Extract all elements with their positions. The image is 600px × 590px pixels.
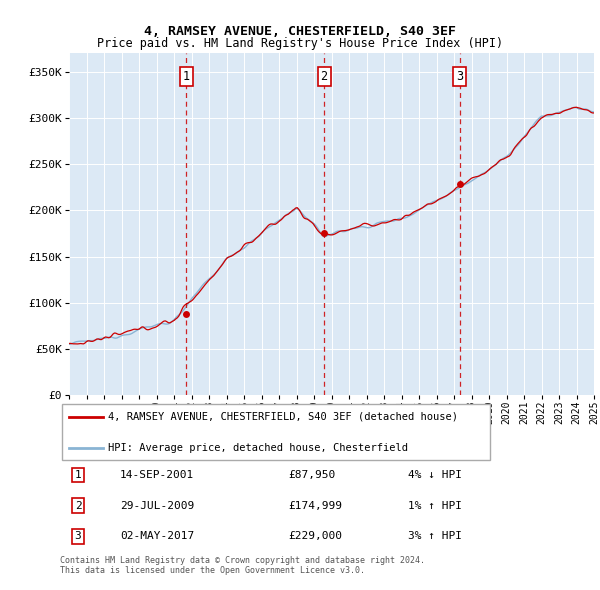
Text: Price paid vs. HM Land Registry's House Price Index (HPI): Price paid vs. HM Land Registry's House … [97,37,503,50]
Text: 4, RAMSEY AVENUE, CHESTERFIELD, S40 3EF: 4, RAMSEY AVENUE, CHESTERFIELD, S40 3EF [144,25,456,38]
Text: 3: 3 [456,70,463,83]
Text: 1% ↑ HPI: 1% ↑ HPI [408,501,462,510]
Text: 3: 3 [74,532,82,541]
Text: £174,999: £174,999 [288,501,342,510]
Text: 1: 1 [183,70,190,83]
Text: £87,950: £87,950 [288,470,335,480]
Text: 4, RAMSEY AVENUE, CHESTERFIELD, S40 3EF (detached house): 4, RAMSEY AVENUE, CHESTERFIELD, S40 3EF … [107,412,458,422]
Text: 4% ↓ HPI: 4% ↓ HPI [408,470,462,480]
Text: Contains HM Land Registry data © Crown copyright and database right 2024.
This d: Contains HM Land Registry data © Crown c… [60,556,425,575]
Text: 3% ↑ HPI: 3% ↑ HPI [408,532,462,541]
Text: HPI: Average price, detached house, Chesterfield: HPI: Average price, detached house, Ches… [107,442,407,453]
Text: £229,000: £229,000 [288,532,342,541]
Text: 2: 2 [74,501,82,510]
Text: 1: 1 [74,470,82,480]
Text: 02-MAY-2017: 02-MAY-2017 [120,532,194,541]
Text: 2: 2 [320,70,328,83]
Text: 14-SEP-2001: 14-SEP-2001 [120,470,194,480]
Text: 29-JUL-2009: 29-JUL-2009 [120,501,194,510]
FancyBboxPatch shape [62,404,490,460]
